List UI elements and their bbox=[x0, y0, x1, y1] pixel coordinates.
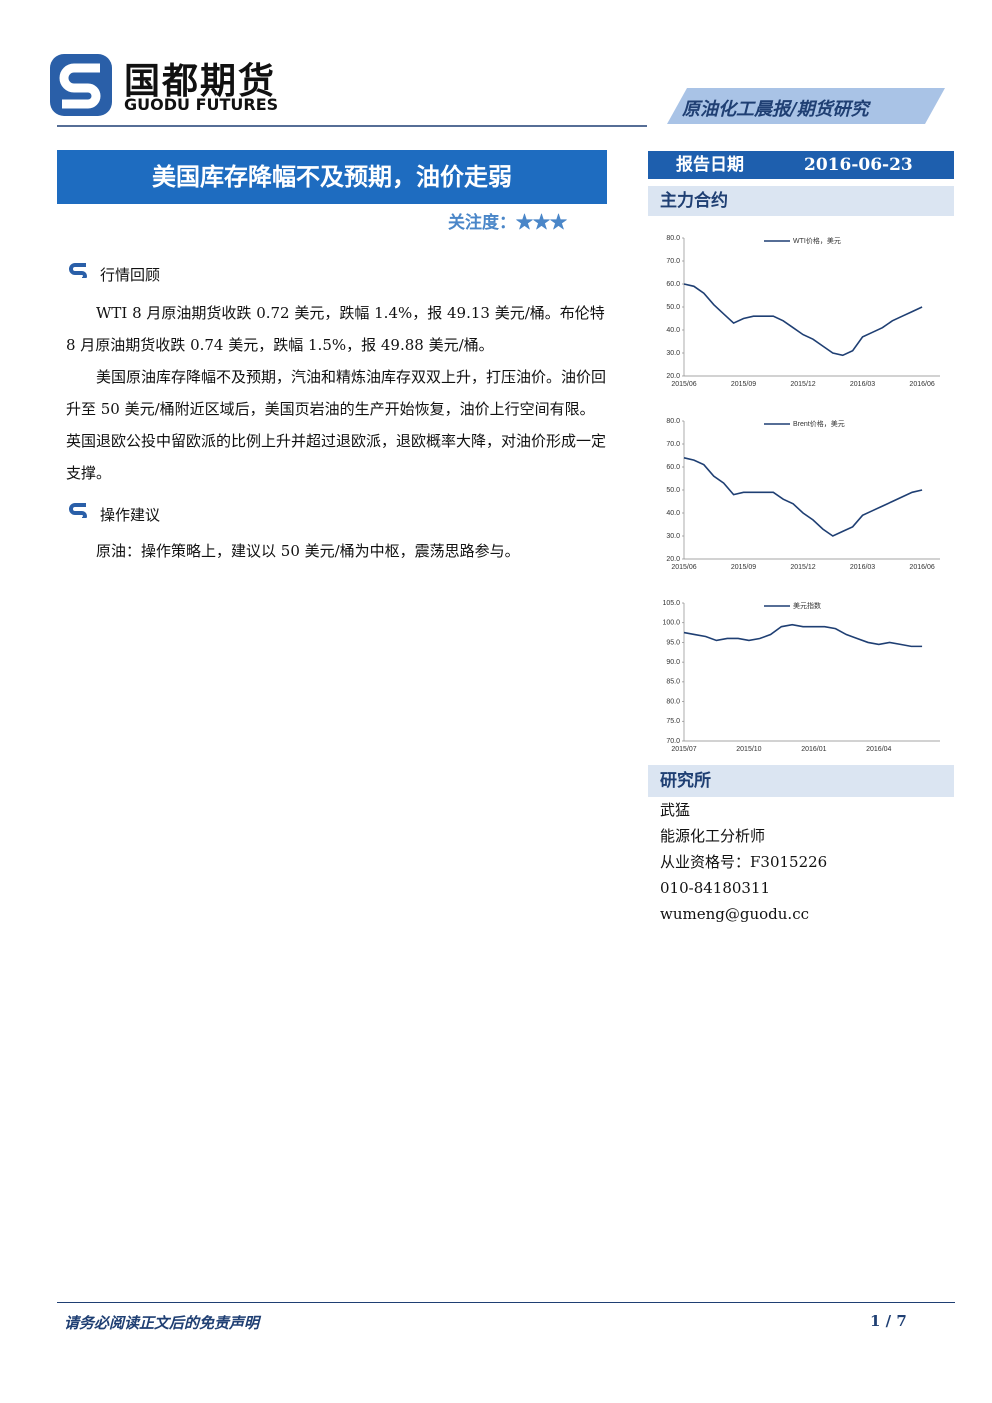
section-body: 原油：操作策略上，建议以 50 美元/桶为中枢，震荡思路参与。 bbox=[66, 535, 606, 567]
page-number: 1 / 7 bbox=[870, 1312, 907, 1330]
attention: 关注度：★★★ bbox=[448, 208, 567, 233]
contact-line: 能源化工分析师 bbox=[660, 827, 766, 845]
chart: 20.0 30.0 40.0 50.0 60.0 70.0 80.0 2015/06 2015/… bbox=[666, 235, 940, 388]
title: 美国库存降幅不及预期，油价走弱 bbox=[57, 150, 607, 204]
y-tick-label: 70.0 bbox=[666, 738, 680, 745]
section-body: WTI 8 月原油期货收跌 0.72 美元，跌幅 1.4%，报 49.13 美元… bbox=[66, 297, 606, 489]
x-tick-label: 2015/12 bbox=[790, 564, 815, 571]
x-tick-label: 2015/07 bbox=[671, 746, 696, 753]
y-tick-label: 50.0 bbox=[666, 304, 680, 311]
x-tick-label: 2016/03 bbox=[850, 381, 875, 388]
institute-heading: 研究所 bbox=[648, 765, 954, 797]
y-tick-label: 20.0 bbox=[666, 373, 680, 380]
legend-label: 美元指数 bbox=[793, 601, 821, 610]
logo-icon bbox=[50, 54, 112, 116]
line bbox=[683, 283, 923, 357]
attention-stars: ★★★ bbox=[516, 213, 567, 233]
x-tick-label: 2016/01 bbox=[801, 746, 826, 753]
contact-line: 武猛 bbox=[660, 801, 691, 819]
y-tick-label: 30.0 bbox=[666, 533, 680, 540]
y-tick-label: 70.0 bbox=[666, 441, 680, 448]
attention-label: 关注度： bbox=[448, 213, 516, 233]
y-tick-label: 50.0 bbox=[666, 487, 680, 494]
contact-line: wumeng@guodu.cc bbox=[660, 905, 809, 923]
x-tick-label: 2016/04 bbox=[866, 746, 891, 753]
legend-label: Brent价格，美元 bbox=[793, 419, 845, 428]
banner-shape bbox=[57, 88, 945, 127]
y-tick-label: 90.0 bbox=[666, 659, 680, 666]
y-tick-label: 80.0 bbox=[666, 698, 680, 705]
y-tick-label: 105.0 bbox=[662, 600, 680, 607]
chart: 70.0 75.0 80.0 85.0 90.0 95.0 100.0 105.0 2015/0… bbox=[662, 600, 940, 753]
y-tick-label: 100.0 bbox=[662, 620, 680, 627]
x-tick-label: 2015/06 bbox=[671, 381, 696, 388]
section-icon bbox=[69, 503, 87, 518]
y-tick-label: 20.0 bbox=[666, 556, 680, 563]
date-label: 报告日期 bbox=[676, 155, 744, 175]
y-tick-label: 80.0 bbox=[666, 235, 680, 242]
contact: 武猛 能源化工分析师 从业资格号：F3015226 010-84180311 w… bbox=[660, 797, 827, 927]
x-tick-label: 2015/09 bbox=[731, 381, 756, 388]
x-tick-label: 2015/12 bbox=[790, 381, 815, 388]
contact-line: 010-84180311 bbox=[660, 879, 771, 897]
y-tick-label: 60.0 bbox=[666, 281, 680, 288]
y-tick-label: 30.0 bbox=[666, 350, 680, 357]
x-tick-label: 2015/06 bbox=[671, 564, 696, 571]
y-tick-label: 40.0 bbox=[666, 327, 680, 334]
y-tick-label: 60.0 bbox=[666, 464, 680, 471]
paragraph: WTI 8 月原油期货收跌 0.72 美元，跌幅 1.4%，报 49.13 美元… bbox=[66, 304, 605, 354]
logo-cn: 国都期货 bbox=[124, 61, 277, 102]
logo-en: GUODU FUTURES bbox=[124, 95, 279, 114]
y-tick-label: 75.0 bbox=[666, 718, 680, 725]
line bbox=[683, 623, 923, 648]
line bbox=[683, 457, 923, 537]
disclaimer: 请务必阅读正文后的免责声明 bbox=[64, 1314, 260, 1332]
section-heading: 行情回顾 bbox=[100, 266, 161, 284]
banner: 原油化工晨报/期货研究 bbox=[682, 99, 869, 120]
y-tick-label: 70.0 bbox=[666, 258, 680, 265]
y-tick-label: 95.0 bbox=[666, 639, 680, 646]
footer-rule bbox=[57, 1302, 955, 1303]
x-tick-label: 2016/06 bbox=[909, 564, 934, 571]
legend-label: WTI价格，美元 bbox=[793, 236, 841, 245]
date-bar: 报告日期 2016-06-23 bbox=[648, 151, 954, 179]
y-tick-label: 40.0 bbox=[666, 510, 680, 517]
date: 2016-06-23 bbox=[804, 155, 913, 175]
y-tick-label: 85.0 bbox=[666, 679, 680, 686]
x-tick-label: 2016/06 bbox=[909, 381, 934, 388]
section-icon bbox=[69, 263, 87, 278]
section-heading: 操作建议 bbox=[100, 506, 161, 524]
x-tick-label: 2016/03 bbox=[850, 564, 875, 571]
y-tick-label: 80.0 bbox=[666, 418, 680, 425]
contact-line: 从业资格号：F3015226 bbox=[660, 853, 828, 871]
paragraph: 美国原油库存降幅不及预期，汽油和精炼油库存双双上升，打压油价。油价回升至 50 … bbox=[66, 368, 607, 482]
x-tick-label: 2015/10 bbox=[736, 746, 761, 753]
contracts-heading: 主力合约 bbox=[648, 186, 954, 216]
chart: 20.0 30.0 40.0 50.0 60.0 70.0 80.0 2015/06 2015/… bbox=[666, 418, 940, 571]
x-tick-label: 2015/09 bbox=[731, 564, 756, 571]
paragraph: 原油：操作策略上，建议以 50 美元/桶为中枢，震荡思路参与。 bbox=[96, 542, 520, 560]
